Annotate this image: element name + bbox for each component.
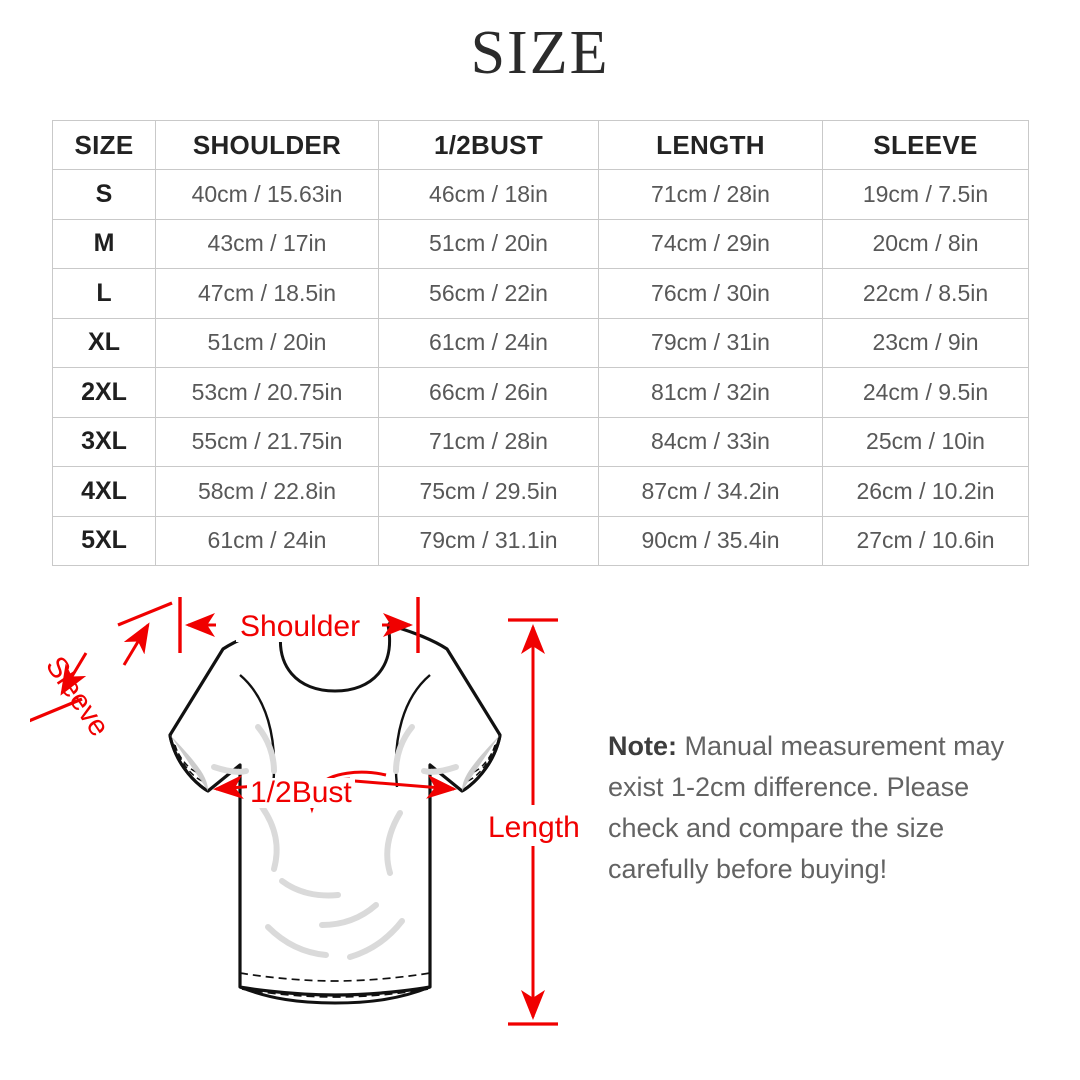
cell-shoulder: 53cm / 20.75in [155, 367, 379, 418]
shoulder-label: Shoulder [236, 612, 365, 642]
cell-shoulder: 51cm / 20in [155, 317, 379, 368]
column-header-length: LENGTH [598, 120, 823, 170]
sleeve-measurement-arrow [30, 601, 173, 723]
length-measurement-arrow [508, 618, 558, 1026]
table-row: 5XL 61cm / 24in 79cm / 31.1in 90cm / 35.… [52, 515, 1029, 566]
bust-label: 1/2Bust [247, 778, 355, 808]
cuff-shadow-left [170, 735, 208, 791]
cell-length: 81cm / 32in [598, 367, 823, 418]
cell-shoulder: 58cm / 22.8in [155, 466, 379, 517]
cell-size: XL [52, 317, 156, 368]
cell-bust: 71cm / 28in [378, 416, 599, 467]
cell-sleeve: 25cm / 10in [822, 416, 1029, 467]
cell-bust: 66cm / 26in [378, 367, 599, 418]
cell-bust: 75cm / 29.5in [378, 466, 599, 517]
table-row: XL 51cm / 20in 61cm / 24in 79cm / 31in 2… [52, 317, 1029, 368]
cell-sleeve: 22cm / 8.5in [822, 268, 1029, 319]
cell-shoulder: 47cm / 18.5in [155, 268, 379, 319]
column-header-bust: 1/2BUST [378, 120, 599, 170]
cell-length: 87cm / 34.2in [598, 466, 823, 517]
size-chart-table-container: SIZE SHOULDER 1/2BUST LENGTH SLEEVE S 40… [52, 120, 1029, 566]
length-label: Length [486, 810, 582, 846]
cell-size: 4XL [52, 466, 156, 517]
cell-sleeve: 20cm / 8in [822, 218, 1029, 269]
table-header-row: SIZE SHOULDER 1/2BUST LENGTH SLEEVE [52, 120, 1029, 170]
cell-length: 76cm / 30in [598, 268, 823, 319]
cell-shoulder: 40cm / 15.63in [155, 169, 379, 220]
hem-edge [239, 985, 431, 1005]
cell-size: L [52, 268, 156, 319]
fabric-folds [211, 724, 459, 960]
shoulder-measurement-arrow [178, 597, 420, 653]
cell-bust: 46cm / 18in [378, 169, 599, 220]
hem-stitching-upper [239, 972, 431, 982]
column-header-size: SIZE [52, 120, 156, 170]
cell-length: 79cm / 31in [598, 317, 823, 368]
cuff-edge-left [168, 734, 209, 793]
table-row: 3XL 55cm / 21.75in 71cm / 28in 84cm / 33… [52, 416, 1029, 467]
cell-bust: 61cm / 24in [378, 317, 599, 368]
cell-length: 74cm / 29in [598, 218, 823, 269]
cuff-stitching-right-2 [473, 741, 498, 773]
table-row: 4XL 58cm / 22.8in 75cm / 29.5in 87cm / 3… [52, 466, 1029, 517]
cell-sleeve: 27cm / 10.6in [822, 515, 1029, 566]
cuff-edge-right [461, 734, 502, 793]
cell-length: 71cm / 28in [598, 169, 823, 220]
note-block: Note: Manual measurement may exist 1-2cm… [608, 726, 1028, 890]
cell-bust: 51cm / 20in [378, 218, 599, 269]
cell-size: 5XL [52, 515, 156, 566]
cell-bust: 79cm / 31.1in [378, 515, 599, 566]
cell-shoulder: 61cm / 24in [155, 515, 379, 566]
column-header-shoulder: SHOULDER [155, 120, 379, 170]
tshirt-shape [168, 620, 502, 1005]
cell-sleeve: 23cm / 9in [822, 317, 1029, 368]
cell-sleeve: 26cm / 10.2in [822, 466, 1029, 517]
cell-size: 3XL [52, 416, 156, 467]
table-header: SIZE SHOULDER 1/2BUST LENGTH SLEEVE [52, 120, 1029, 170]
note-body-text: Manual measurement may exist 1-2cm diffe… [608, 731, 1005, 885]
table-row: S 40cm / 15.63in 46cm / 18in 71cm / 28in… [52, 169, 1029, 220]
cuff-stitching-left-2 [172, 741, 197, 773]
cell-size: 2XL [52, 367, 156, 418]
cell-size: M [52, 218, 156, 269]
note-lead-label: Note: [608, 731, 677, 761]
cuff-shadow-right [462, 735, 500, 791]
column-header-sleeve: SLEEVE [822, 120, 1029, 170]
size-chart-table: SIZE SHOULDER 1/2BUST LENGTH SLEEVE S 40… [52, 120, 1029, 566]
table-row: M 43cm / 17in 51cm / 20in 74cm / 29in 20… [52, 218, 1029, 269]
cell-shoulder: 55cm / 21.75in [155, 416, 379, 467]
cell-sleeve: 19cm / 7.5in [822, 169, 1029, 220]
cell-bust: 56cm / 22in [378, 268, 599, 319]
cell-shoulder: 43cm / 17in [155, 218, 379, 269]
cell-size: S [52, 169, 156, 220]
cell-length: 84cm / 33in [598, 416, 823, 467]
table-row: 2XL 53cm / 20.75in 66cm / 26in 81cm / 32… [52, 367, 1029, 418]
table-row: L 47cm / 18.5in 56cm / 22in 76cm / 30in … [52, 268, 1029, 319]
page-title: SIZE [470, 19, 610, 87]
table-body: S 40cm / 15.63in 46cm / 18in 71cm / 28in… [52, 169, 1029, 566]
cell-sleeve: 24cm / 9.5in [822, 367, 1029, 418]
cell-length: 90cm / 35.4in [598, 515, 823, 566]
